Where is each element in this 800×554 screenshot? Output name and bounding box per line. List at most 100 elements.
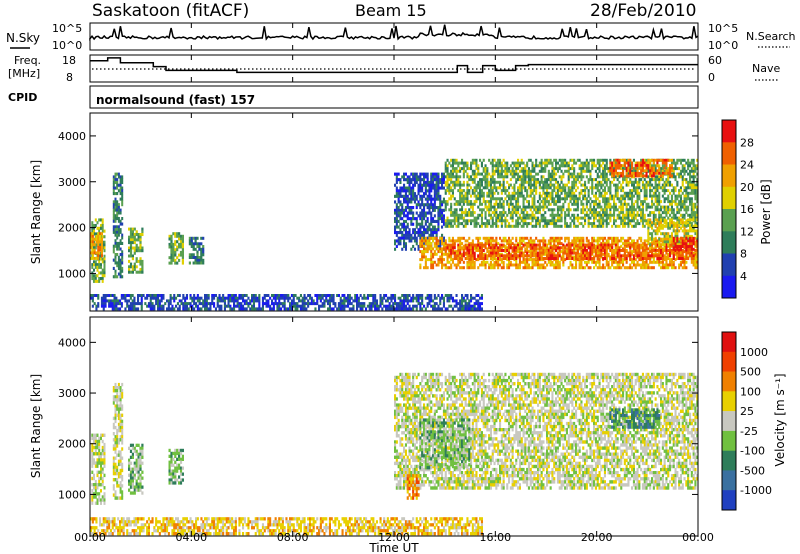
power-cell-9 bbox=[580, 251, 583, 255]
power-cell-9 bbox=[555, 257, 558, 260]
power-cell-10 bbox=[573, 200, 576, 204]
power-cell-10 bbox=[533, 205, 536, 209]
power-cell-8 bbox=[544, 239, 547, 243]
power-cell-4 bbox=[179, 242, 183, 246]
power-cell-8 bbox=[571, 239, 574, 243]
power-cell-8 bbox=[437, 260, 440, 264]
power-cell-2 bbox=[119, 275, 122, 279]
power-cell-6 bbox=[470, 294, 473, 297]
power-cell-9 bbox=[470, 251, 473, 255]
power-cell-7 bbox=[423, 233, 426, 237]
power-cell-9 bbox=[522, 254, 525, 258]
power-cell-9 bbox=[692, 254, 695, 258]
power-cell-10 bbox=[529, 172, 532, 176]
power-cell-9 bbox=[632, 254, 635, 258]
power-cell-8 bbox=[419, 266, 422, 270]
power-cell-8 bbox=[439, 250, 442, 254]
power-cell-6 bbox=[403, 302, 406, 306]
power-cell-6 bbox=[263, 294, 266, 297]
power-cell-9 bbox=[558, 254, 561, 258]
power-cell-10 bbox=[578, 158, 581, 162]
power-cell-10 bbox=[575, 197, 578, 201]
power-cell-10 bbox=[594, 211, 597, 215]
power-cell-10 bbox=[522, 172, 525, 176]
power-cell-6 bbox=[446, 294, 449, 297]
power-cell-7 bbox=[415, 211, 418, 215]
power-cell-10 bbox=[576, 175, 579, 179]
power-cell-6 bbox=[229, 294, 232, 297]
power-cell-6 bbox=[233, 307, 236, 311]
power-cell-1 bbox=[100, 243, 103, 247]
power-cell-8 bbox=[611, 260, 614, 264]
power-cell-6 bbox=[202, 299, 205, 303]
power-cell-3 bbox=[139, 262, 142, 266]
power-cell-10 bbox=[504, 161, 507, 165]
power-cell-6 bbox=[196, 296, 199, 300]
power-cell-6 bbox=[157, 299, 160, 303]
power-cell-7 bbox=[399, 214, 402, 218]
power-cell-1 bbox=[97, 254, 100, 258]
power-cell-10 bbox=[538, 224, 541, 228]
power-cell-6 bbox=[254, 307, 257, 311]
power-cell-6 bbox=[290, 294, 293, 297]
power-cell-10 bbox=[553, 175, 556, 179]
power-cell-10 bbox=[459, 216, 462, 220]
power-cell-6 bbox=[175, 296, 178, 300]
power-cell-8 bbox=[694, 258, 697, 262]
power-cell-10 bbox=[484, 169, 487, 173]
power-cell-10 bbox=[522, 208, 525, 212]
power-cell-10 bbox=[497, 216, 500, 220]
power-cell-10 bbox=[565, 194, 568, 198]
power-cell-7 bbox=[404, 206, 407, 210]
power-cell-10 bbox=[573, 213, 576, 217]
power-cell-2 bbox=[116, 225, 119, 229]
power-cell-10 bbox=[546, 164, 549, 168]
power-cell-2 bbox=[121, 266, 124, 270]
power-cell-7 bbox=[419, 180, 422, 184]
power-cell-8 bbox=[517, 263, 520, 267]
power-cell-9 bbox=[622, 249, 625, 252]
power-cell-9 bbox=[459, 251, 462, 255]
power-cell-6 bbox=[426, 302, 429, 306]
power-cell-6 bbox=[91, 304, 94, 308]
power-cell-0 bbox=[101, 277, 104, 281]
power-cell-7 bbox=[412, 197, 415, 201]
power-cell-10 bbox=[518, 169, 521, 173]
power-cell-10 bbox=[551, 172, 554, 176]
power-cell-8 bbox=[491, 236, 494, 240]
power-cell-10 bbox=[556, 208, 559, 212]
power-cell-9 bbox=[466, 243, 469, 247]
power-cell-6 bbox=[392, 307, 395, 311]
power-cell-8 bbox=[435, 236, 438, 240]
power-cell-10 bbox=[546, 178, 549, 182]
power-cell-10 bbox=[471, 202, 474, 206]
power-cell-10 bbox=[495, 180, 498, 184]
power-cell-10 bbox=[562, 172, 565, 176]
power-cell-8 bbox=[660, 247, 663, 251]
power-cell-2 bbox=[119, 253, 122, 257]
power-cell-8 bbox=[535, 236, 538, 240]
power-cell-6 bbox=[461, 304, 464, 308]
cpid-value: normalsound (fast) 157 bbox=[96, 93, 255, 107]
power-cell-7 bbox=[437, 175, 440, 179]
power-cell-10 bbox=[520, 194, 523, 198]
power-cell-8 bbox=[603, 266, 606, 270]
power-cell-4 bbox=[172, 242, 175, 246]
power-cell-8 bbox=[683, 258, 686, 262]
power-cell-10 bbox=[573, 158, 576, 162]
power-cell-9 bbox=[584, 246, 587, 250]
power-cell-6 bbox=[167, 299, 170, 303]
power-cell-9 bbox=[484, 254, 487, 258]
power-cell-9 bbox=[627, 243, 630, 247]
power-cell-8 bbox=[538, 263, 541, 267]
power-cell-3 bbox=[141, 270, 144, 274]
power-cell-6 bbox=[205, 302, 208, 306]
power-cell-3 bbox=[137, 249, 140, 253]
power-cell-10 bbox=[459, 213, 462, 217]
power-cell-2 bbox=[114, 219, 117, 223]
power-cell-6 bbox=[477, 299, 480, 303]
power-cell-10 bbox=[576, 219, 579, 223]
power-cell-10 bbox=[591, 178, 594, 182]
power-cell-7 bbox=[395, 233, 398, 237]
power-cell-10 bbox=[489, 186, 492, 190]
